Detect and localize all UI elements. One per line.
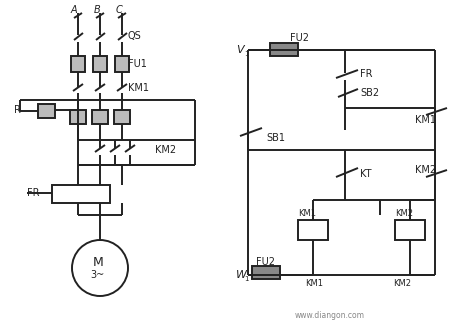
Text: KM1: KM1	[415, 115, 436, 125]
Bar	[270, 43, 298, 56]
Text: SB2: SB2	[360, 88, 379, 98]
Text: www.diangon.com: www.diangon.com	[295, 310, 365, 319]
Text: KM2: KM2	[155, 145, 176, 155]
Bar	[115, 56, 129, 72]
Text: FR: FR	[27, 188, 40, 198]
Text: KM2: KM2	[415, 165, 436, 175]
Text: QS: QS	[128, 31, 142, 41]
Bar	[298, 220, 328, 240]
Bar	[114, 110, 130, 124]
Bar	[92, 110, 108, 124]
Bar	[52, 185, 110, 203]
Text: FU2: FU2	[256, 257, 275, 267]
Text: B: B	[94, 5, 101, 15]
Text: KM2: KM2	[395, 209, 413, 217]
Text: KT: KT	[360, 169, 372, 179]
Text: KM1: KM1	[128, 83, 149, 93]
Text: M: M	[93, 257, 104, 270]
Text: 1: 1	[244, 276, 248, 282]
Text: 1: 1	[244, 51, 248, 57]
Text: R: R	[14, 105, 21, 115]
Text: C: C	[116, 5, 123, 15]
Text: FU2: FU2	[290, 33, 309, 43]
Bar	[70, 110, 86, 124]
Text: FU1: FU1	[128, 59, 147, 69]
Bar	[395, 220, 425, 240]
Text: 3~: 3~	[90, 270, 104, 280]
Text: KM1: KM1	[298, 209, 316, 217]
Text: SB1: SB1	[266, 133, 285, 143]
Bar	[93, 56, 107, 72]
Bar	[38, 104, 55, 118]
Bar	[252, 266, 280, 279]
Bar	[71, 56, 85, 72]
Text: FR: FR	[360, 69, 373, 79]
Text: V: V	[236, 45, 244, 55]
Text: KM1: KM1	[305, 279, 323, 287]
Text: KM2: KM2	[393, 279, 411, 287]
Circle shape	[72, 240, 128, 296]
Text: W: W	[236, 270, 247, 280]
Text: A: A	[71, 5, 78, 15]
